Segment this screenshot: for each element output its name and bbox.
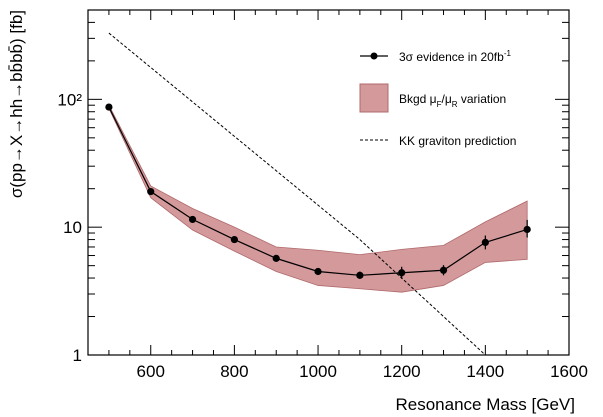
legend-band-swatch bbox=[359, 83, 389, 113]
variation-band bbox=[108, 105, 528, 293]
x-tick-label: 800 bbox=[220, 362, 248, 381]
x-tick-label: 1200 bbox=[383, 362, 421, 381]
x-axis-title: Resonance Mass [GeV] bbox=[395, 395, 575, 414]
legend-band-label: Bkgd μF/μR variation bbox=[399, 92, 506, 109]
band-layer bbox=[108, 105, 528, 293]
x-tick-label: 600 bbox=[137, 362, 165, 381]
data-point bbox=[439, 266, 448, 274]
data-point bbox=[523, 225, 531, 234]
data-point bbox=[356, 271, 364, 279]
data-point bbox=[147, 187, 155, 196]
plot-frame bbox=[87, 9, 570, 356]
legend-entry-band: Bkgd μF/μR variation bbox=[359, 83, 506, 113]
data-point bbox=[105, 103, 113, 111]
x-tick-label: 1400 bbox=[466, 362, 504, 381]
legend-entry-evidence: 3σ evidence in 20fb-1 bbox=[360, 49, 511, 64]
legend-evidence-label: 3σ evidence in 20fb-1 bbox=[399, 49, 511, 64]
x-tick-label: 1600 bbox=[550, 362, 588, 381]
evidence-layer bbox=[105, 103, 531, 279]
legend-evidence-sup: -1 bbox=[504, 49, 512, 58]
y-axis-title: σ(pp→X→hh→bb̄bb̄) [fb] bbox=[7, 10, 26, 198]
legend-band-text: Bkgd μ bbox=[399, 92, 437, 106]
legend-evidence-text: 3σ evidence in 20fb bbox=[399, 50, 504, 64]
y-tick-label: 1 bbox=[73, 346, 82, 365]
tick-labels: 600 800 1000 1200 1400 1600 1 10 10² bbox=[57, 90, 587, 381]
legend-entry-graviton: KK graviton prediction bbox=[360, 134, 516, 148]
data-point bbox=[230, 235, 238, 244]
legend-graviton-label: KK graviton prediction bbox=[399, 134, 516, 148]
axis-ticks bbox=[88, 9, 570, 356]
data-point bbox=[314, 267, 322, 276]
legend-band-sub1: F bbox=[437, 100, 442, 109]
y-tick-label: 10 bbox=[63, 218, 82, 237]
data-point bbox=[188, 215, 197, 224]
legend-band-tail: variation bbox=[458, 92, 507, 106]
y-tick-label: 10² bbox=[57, 90, 82, 109]
legend-evidence-marker bbox=[370, 52, 378, 60]
data-point bbox=[398, 269, 406, 277]
data-point bbox=[481, 238, 489, 247]
data-point bbox=[272, 254, 280, 262]
legend-band-sub2: R bbox=[452, 100, 458, 109]
x-tick-label: 1000 bbox=[299, 362, 337, 381]
legend-band-slash: /μ bbox=[442, 92, 452, 106]
legend: 3σ evidence in 20fb-1 Bkgd μF/μR variati… bbox=[359, 49, 516, 148]
